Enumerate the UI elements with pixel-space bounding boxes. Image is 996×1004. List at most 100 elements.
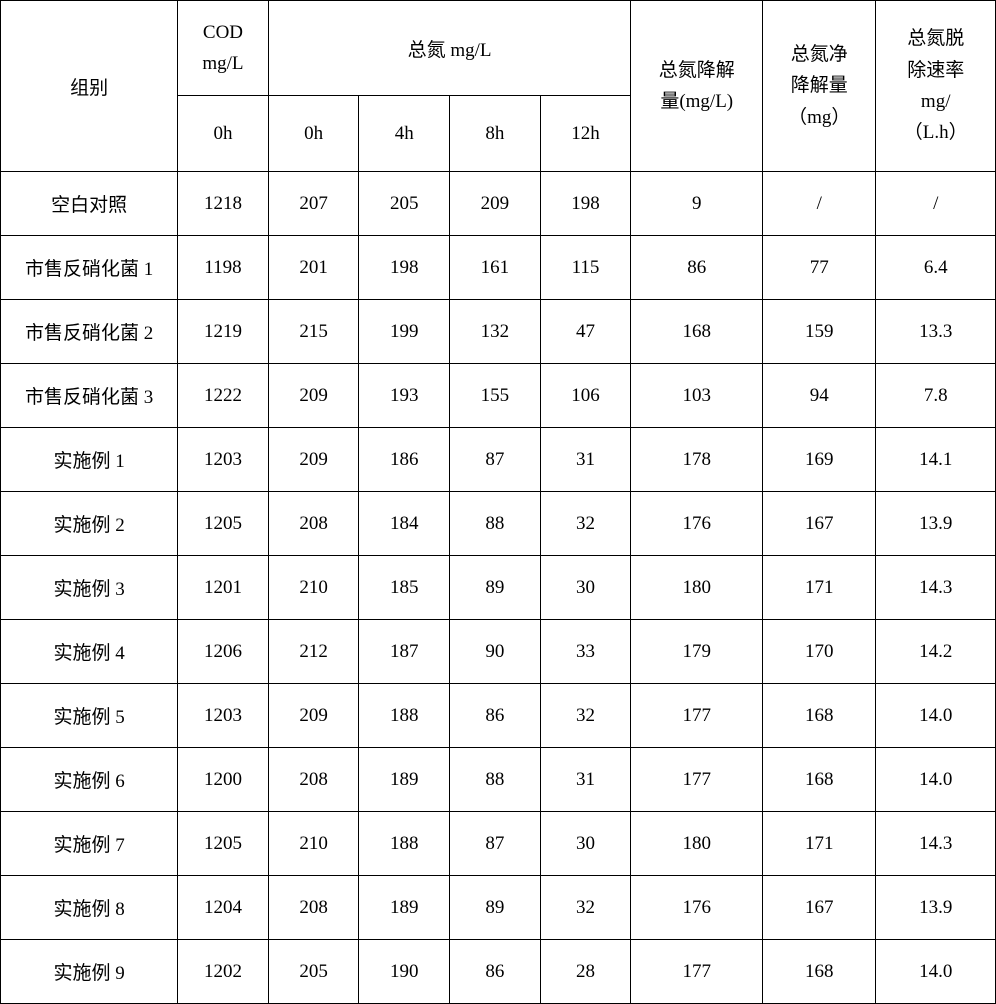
cell-tn-8h: 161 [450, 236, 541, 300]
cell-tn-4h: 185 [359, 556, 450, 620]
cell-tn-0h: 205 [268, 940, 359, 1004]
cell-removal-rate: 13.9 [876, 492, 996, 556]
cell-removal-rate: 14.0 [876, 748, 996, 812]
cell-net-degradation: / [763, 172, 876, 236]
cell-degradation: 9 [631, 172, 763, 236]
cell-group: 实施例 3 [1, 556, 178, 620]
cell-tn-0h: 208 [268, 748, 359, 812]
cell-degradation: 180 [631, 556, 763, 620]
cell-degradation: 176 [631, 492, 763, 556]
cell-removal-rate: 13.3 [876, 300, 996, 364]
table-row: 实施例 41206212187903317917014.2 [1, 620, 996, 684]
cell-removal-rate: 14.0 [876, 940, 996, 1004]
cell-tn-8h: 89 [450, 876, 541, 940]
table-header: 组别 CODmg/L 总氮 mg/L 总氮降解量(mg/L) 总氮净降解量（mg… [1, 1, 996, 172]
cell-net-degradation: 171 [763, 812, 876, 876]
cell-tn-0h: 208 [268, 876, 359, 940]
cell-cod: 1205 [178, 812, 269, 876]
cell-group: 实施例 7 [1, 812, 178, 876]
cell-degradation: 177 [631, 684, 763, 748]
cell-tn-8h: 86 [450, 684, 541, 748]
header-degradation: 总氮降解量(mg/L) [631, 1, 763, 172]
cell-removal-rate: 7.8 [876, 364, 996, 428]
cell-tn-12h: 32 [540, 684, 631, 748]
cell-net-degradation: 167 [763, 492, 876, 556]
cell-cod: 1198 [178, 236, 269, 300]
cell-degradation: 177 [631, 748, 763, 812]
cell-net-degradation: 168 [763, 684, 876, 748]
cell-cod: 1206 [178, 620, 269, 684]
cell-cod: 1203 [178, 428, 269, 492]
cell-tn-8h: 132 [450, 300, 541, 364]
cell-tn-4h: 186 [359, 428, 450, 492]
header-cod: CODmg/L [178, 1, 269, 96]
cell-net-degradation: 169 [763, 428, 876, 492]
cell-removal-rate: 13.9 [876, 876, 996, 940]
cell-net-degradation: 167 [763, 876, 876, 940]
cell-group: 空白对照 [1, 172, 178, 236]
cell-degradation: 176 [631, 876, 763, 940]
table-row: 实施例 11203209186873117816914.1 [1, 428, 996, 492]
data-table: 组别 CODmg/L 总氮 mg/L 总氮降解量(mg/L) 总氮净降解量（mg… [0, 0, 996, 1004]
cell-tn-0h: 212 [268, 620, 359, 684]
cell-tn-12h: 32 [540, 876, 631, 940]
table-row: 实施例 81204208189893217616713.9 [1, 876, 996, 940]
cell-tn-4h: 189 [359, 876, 450, 940]
cell-group: 实施例 1 [1, 428, 178, 492]
cell-group: 实施例 5 [1, 684, 178, 748]
table-row: 实施例 71205210188873018017114.3 [1, 812, 996, 876]
cell-tn-8h: 88 [450, 492, 541, 556]
header-cod-0h: 0h [178, 96, 269, 172]
cell-tn-4h: 184 [359, 492, 450, 556]
cell-tn-0h: 207 [268, 172, 359, 236]
table-row: 市售反硝化菌 212192151991324716815913.3 [1, 300, 996, 364]
cell-tn-4h: 199 [359, 300, 450, 364]
cell-removal-rate: / [876, 172, 996, 236]
cell-tn-8h: 88 [450, 748, 541, 812]
table-body: 空白对照12182072052091989//市售反硝化菌 1119820119… [1, 172, 996, 1004]
cell-tn-12h: 32 [540, 492, 631, 556]
cell-tn-12h: 30 [540, 812, 631, 876]
cell-tn-4h: 189 [359, 748, 450, 812]
table-row: 实施例 21205208184883217616713.9 [1, 492, 996, 556]
cell-tn-0h: 215 [268, 300, 359, 364]
cell-cod: 1205 [178, 492, 269, 556]
cell-group: 实施例 2 [1, 492, 178, 556]
cell-tn-12h: 198 [540, 172, 631, 236]
cell-tn-12h: 33 [540, 620, 631, 684]
cell-tn-12h: 28 [540, 940, 631, 1004]
cell-tn-8h: 209 [450, 172, 541, 236]
cell-degradation: 86 [631, 236, 763, 300]
table-row: 实施例 61200208189883117716814.0 [1, 748, 996, 812]
cell-cod: 1204 [178, 876, 269, 940]
header-tn-4h: 4h [359, 96, 450, 172]
header-tn-0h: 0h [268, 96, 359, 172]
cell-net-degradation: 159 [763, 300, 876, 364]
cell-group: 市售反硝化菌 1 [1, 236, 178, 300]
cell-tn-8h: 89 [450, 556, 541, 620]
cell-degradation: 168 [631, 300, 763, 364]
cell-net-degradation: 94 [763, 364, 876, 428]
cell-tn-4h: 205 [359, 172, 450, 236]
cell-tn-12h: 31 [540, 428, 631, 492]
cell-tn-8h: 155 [450, 364, 541, 428]
table-row: 实施例 31201210185893018017114.3 [1, 556, 996, 620]
cell-cod: 1202 [178, 940, 269, 1004]
header-tn: 总氮 mg/L [268, 1, 631, 96]
cell-tn-8h: 87 [450, 428, 541, 492]
cell-tn-8h: 90 [450, 620, 541, 684]
cell-removal-rate: 14.2 [876, 620, 996, 684]
cell-tn-0h: 208 [268, 492, 359, 556]
cell-degradation: 179 [631, 620, 763, 684]
header-tn-12h: 12h [540, 96, 631, 172]
cell-tn-0h: 209 [268, 684, 359, 748]
cell-tn-12h: 115 [540, 236, 631, 300]
cell-tn-12h: 31 [540, 748, 631, 812]
table-row: 市售反硝化菌 31222209193155106103947.8 [1, 364, 996, 428]
cell-tn-0h: 201 [268, 236, 359, 300]
cell-group: 实施例 6 [1, 748, 178, 812]
cell-degradation: 180 [631, 812, 763, 876]
cell-cod: 1203 [178, 684, 269, 748]
header-group: 组别 [1, 1, 178, 172]
cell-group: 实施例 8 [1, 876, 178, 940]
